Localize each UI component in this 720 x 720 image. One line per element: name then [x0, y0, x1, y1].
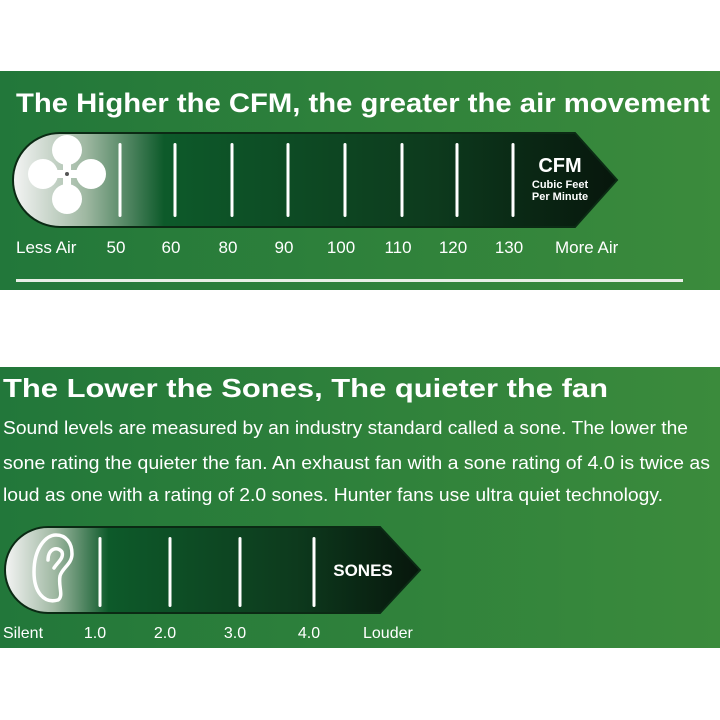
- sones-high-label: Louder: [363, 625, 413, 642]
- cfm-title: The Higher the CFM, the greater the air …: [16, 88, 710, 118]
- cfm-divider: [16, 279, 683, 282]
- cfm-tick-mark: [400, 143, 404, 217]
- sones-unit: SONES: [333, 561, 393, 580]
- cfm-tick-mark: [455, 143, 459, 217]
- cfm-tick-mark: [286, 143, 290, 217]
- ear-icon: [32, 533, 74, 603]
- cfm-tick-mark: [343, 143, 347, 217]
- cfm-high-label: More Air: [555, 238, 619, 257]
- sones-tick-mark: [312, 537, 316, 607]
- sones-low-label: Silent: [3, 625, 44, 642]
- sones-tick-label: 2.0: [154, 625, 176, 642]
- cfm-tick-label: 60: [162, 238, 181, 257]
- cfm-tick-mark: [118, 143, 122, 217]
- cfm-tick-label: 50: [107, 238, 126, 257]
- cfm-tick-mark: [230, 143, 234, 217]
- sones-body-line-1: Sound levels are measured by an industry…: [3, 418, 688, 438]
- cfm-unit-sub1: Cubic Feet: [532, 179, 589, 191]
- sones-tick-label: 4.0: [298, 625, 320, 642]
- cfm-tick-label: 110: [384, 238, 411, 257]
- sones-scale-arrow: [4, 526, 422, 614]
- cfm-tick-label: 90: [275, 238, 294, 257]
- cfm-low-label: Less Air: [16, 238, 77, 257]
- sones-body-line-2: sone rating the quieter the fan. An exha…: [3, 453, 710, 473]
- cfm-tick-label: 120: [439, 238, 467, 257]
- fan-icon: [28, 135, 106, 214]
- sones-tick-mark: [168, 537, 172, 607]
- sones-tick-mark: [98, 537, 102, 607]
- cfm-tick-mark: [511, 143, 515, 217]
- sones-title: The Lower the Sones, The quieter the fan: [3, 373, 608, 403]
- sones-tick-mark: [238, 537, 242, 607]
- cfm-unit: CFM: [538, 155, 581, 177]
- sones-tick-label: 1.0: [84, 625, 106, 642]
- cfm-panel: The Higher the CFM, the greater the air …: [0, 71, 720, 290]
- cfm-tick-mark: [173, 143, 177, 217]
- cfm-tick-label: 80: [219, 238, 238, 257]
- cfm-tick-label: 130: [495, 238, 523, 257]
- sones-body-line-3: loud as one with a rating of 2.0 sones. …: [3, 485, 663, 505]
- cfm-unit-sub2: Per Minute: [532, 191, 588, 203]
- cfm-tick-label: 100: [327, 238, 355, 257]
- sones-panel: The Lower the Sones, The quieter the fan…: [0, 367, 720, 648]
- sones-tick-label: 3.0: [224, 625, 246, 642]
- cfm-scale-arrow: [12, 132, 619, 228]
